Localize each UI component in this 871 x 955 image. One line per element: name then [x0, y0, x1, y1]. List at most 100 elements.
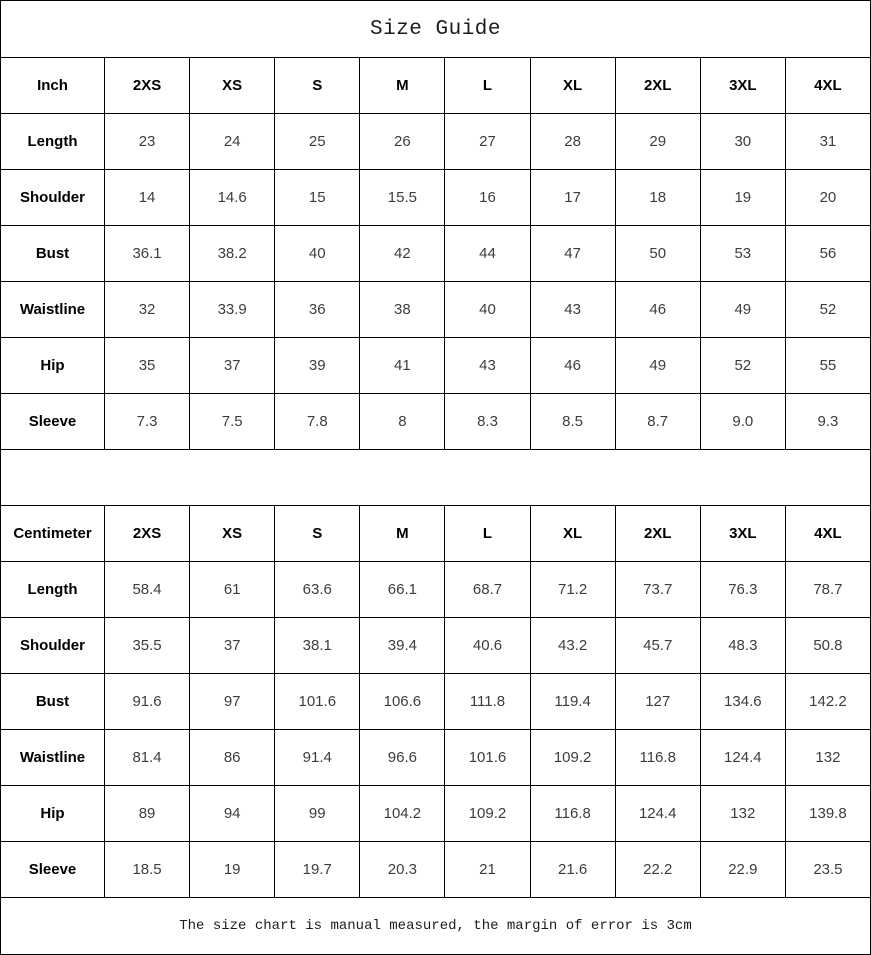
value-cell: 71.2 [529, 561, 616, 618]
value-cell: 21.6 [529, 841, 616, 898]
value-cell: 101.6 [274, 673, 361, 730]
value-cell: 52 [699, 337, 786, 394]
page-title: Size Guide [0, 0, 871, 58]
value-cell: 18 [614, 169, 701, 226]
value-cell: 25 [274, 113, 361, 170]
value-cell: 58.4 [103, 561, 191, 618]
value-cell: 40.6 [444, 617, 531, 674]
value-cell: 7.5 [189, 393, 276, 450]
value-cell: 78.7 [784, 561, 871, 618]
value-cell: 111.8 [444, 673, 531, 730]
value-cell: 46 [614, 281, 701, 338]
gap-row [0, 449, 871, 506]
col-header-4xl: 4XL [784, 505, 871, 562]
value-cell: 21 [444, 841, 531, 898]
value-cell: 17 [529, 169, 616, 226]
value-cell: 44 [444, 225, 531, 282]
value-cell: 30 [699, 113, 786, 170]
value-cell: 43 [529, 281, 616, 338]
row-label-waistline: Waistline [0, 281, 105, 338]
value-cell: 7.3 [103, 393, 191, 450]
value-cell: 63.6 [274, 561, 361, 618]
value-cell: 68.7 [444, 561, 531, 618]
col-header-xl: XL [529, 505, 616, 562]
value-cell: 97 [189, 673, 276, 730]
unit-header-inch: Inch [0, 57, 105, 114]
col-header-2xl: 2XL [614, 57, 701, 114]
col-header-xs: XS [189, 57, 276, 114]
row-label-bust: Bust [0, 673, 105, 730]
cm-row-waistline: Waistline 81.4 86 91.4 96.6 101.6 109.2 … [0, 729, 871, 786]
inch-row-length: Length 23 24 25 26 27 28 29 30 31 [0, 113, 871, 170]
value-cell: 124.4 [614, 785, 701, 842]
value-cell: 104.2 [359, 785, 446, 842]
value-cell: 35 [103, 337, 191, 394]
value-cell: 55 [784, 337, 871, 394]
value-cell: 94 [189, 785, 276, 842]
value-cell: 19 [189, 841, 276, 898]
value-cell: 43 [444, 337, 531, 394]
value-cell: 33.9 [189, 281, 276, 338]
value-cell: 9.3 [784, 393, 871, 450]
cm-row-length: Length 58.4 61 63.6 66.1 68.7 71.2 73.7 … [0, 561, 871, 618]
col-header-4xl: 4XL [784, 57, 871, 114]
value-cell: 38 [359, 281, 446, 338]
inch-row-waistline: Waistline 32 33.9 36 38 40 43 46 49 52 [0, 281, 871, 338]
value-cell: 19.7 [274, 841, 361, 898]
value-cell: 43.2 [529, 617, 616, 674]
cm-row-bust: Bust 91.6 97 101.6 106.6 111.8 119.4 127… [0, 673, 871, 730]
row-label-hip: Hip [0, 785, 105, 842]
value-cell: 99 [274, 785, 361, 842]
row-label-sleeve: Sleeve [0, 393, 105, 450]
value-cell: 50.8 [784, 617, 871, 674]
cm-row-hip: Hip 89 94 99 104.2 109.2 116.8 124.4 132… [0, 785, 871, 842]
row-label-waistline: Waistline [0, 729, 105, 786]
row-label-shoulder: Shoulder [0, 169, 105, 226]
value-cell: 101.6 [444, 729, 531, 786]
cm-row-sleeve: Sleeve 18.5 19 19.7 20.3 21 21.6 22.2 22… [0, 841, 871, 898]
value-cell: 7.8 [274, 393, 361, 450]
value-cell: 14.6 [189, 169, 276, 226]
value-cell: 89 [103, 785, 191, 842]
value-cell: 29 [614, 113, 701, 170]
value-cell: 96.6 [359, 729, 446, 786]
value-cell: 28 [529, 113, 616, 170]
value-cell: 38.2 [189, 225, 276, 282]
value-cell: 22.2 [614, 841, 701, 898]
value-cell: 18.5 [103, 841, 191, 898]
value-cell: 39 [274, 337, 361, 394]
value-cell: 23.5 [784, 841, 871, 898]
value-cell: 49 [699, 281, 786, 338]
value-cell: 40 [274, 225, 361, 282]
value-cell: 61 [189, 561, 276, 618]
inch-row-hip: Hip 35 37 39 41 43 46 49 52 55 [0, 337, 871, 394]
col-header-xl: XL [529, 57, 616, 114]
value-cell: 119.4 [529, 673, 616, 730]
value-cell: 20.3 [359, 841, 446, 898]
value-cell: 49 [614, 337, 701, 394]
value-cell: 73.7 [614, 561, 701, 618]
value-cell: 50 [614, 225, 701, 282]
value-cell: 15 [274, 169, 361, 226]
value-cell: 16 [444, 169, 531, 226]
value-cell: 24 [189, 113, 276, 170]
row-label-shoulder: Shoulder [0, 617, 105, 674]
value-cell: 14 [103, 169, 191, 226]
value-cell: 66.1 [359, 561, 446, 618]
value-cell: 46 [529, 337, 616, 394]
value-cell: 124.4 [699, 729, 786, 786]
value-cell: 37 [189, 337, 276, 394]
row-label-bust: Bust [0, 225, 105, 282]
col-header-m: M [359, 57, 446, 114]
footer-note: The size chart is manual measured, the m… [0, 897, 871, 955]
col-header-3xl: 3XL [699, 57, 786, 114]
value-cell: 35.5 [103, 617, 191, 674]
value-cell: 134.6 [699, 673, 786, 730]
value-cell: 139.8 [784, 785, 871, 842]
col-header-2xl: 2XL [614, 505, 701, 562]
value-cell: 56 [784, 225, 871, 282]
value-cell: 31 [784, 113, 871, 170]
value-cell: 19 [699, 169, 786, 226]
inch-row-shoulder: Shoulder 14 14.6 15 15.5 16 17 18 19 20 [0, 169, 871, 226]
